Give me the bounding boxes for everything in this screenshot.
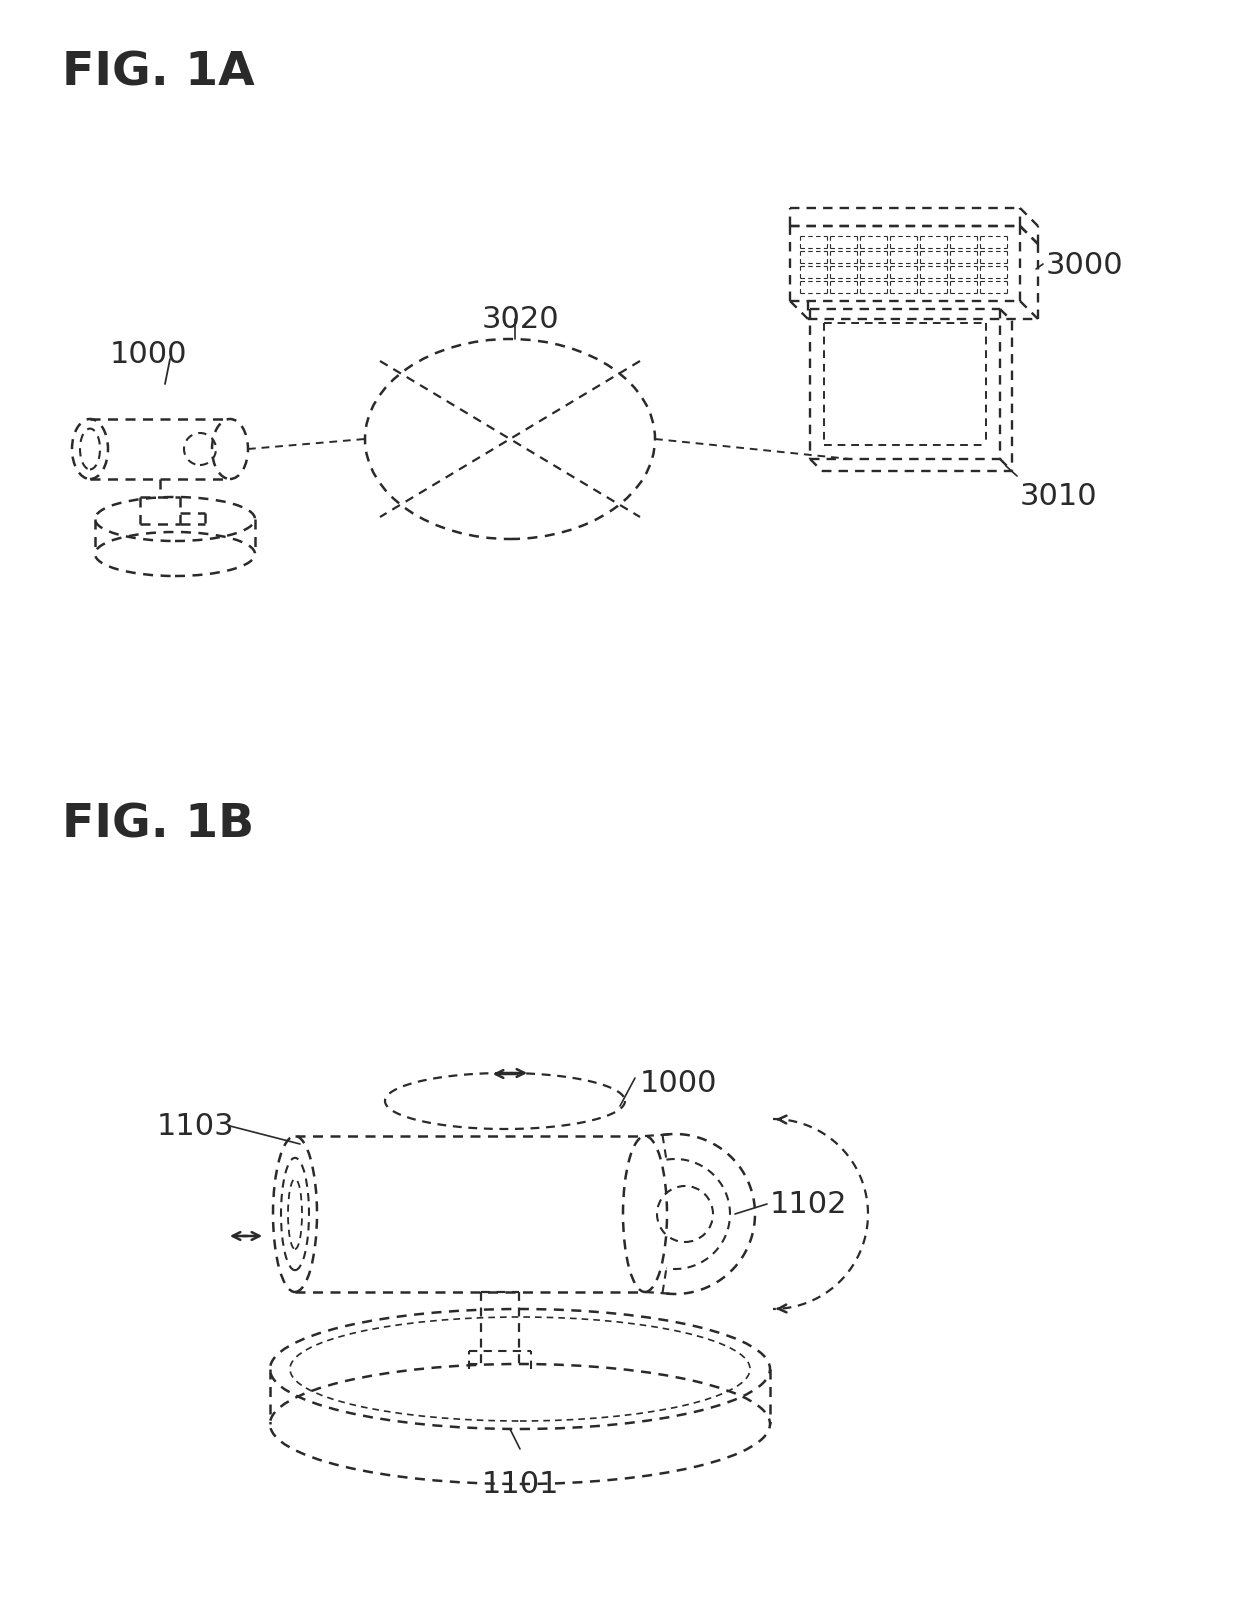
Text: 3010: 3010 (1021, 482, 1097, 510)
Text: 3020: 3020 (481, 305, 559, 334)
Text: 1101: 1101 (481, 1469, 559, 1497)
Text: FIG. 1B: FIG. 1B (62, 802, 254, 847)
Text: 1000: 1000 (109, 340, 187, 369)
Text: FIG. 1A: FIG. 1A (62, 50, 254, 95)
Text: 1102: 1102 (770, 1189, 847, 1218)
Text: 1103: 1103 (156, 1111, 234, 1140)
Text: 3000: 3000 (1047, 250, 1123, 279)
Text: 1000: 1000 (640, 1069, 718, 1098)
